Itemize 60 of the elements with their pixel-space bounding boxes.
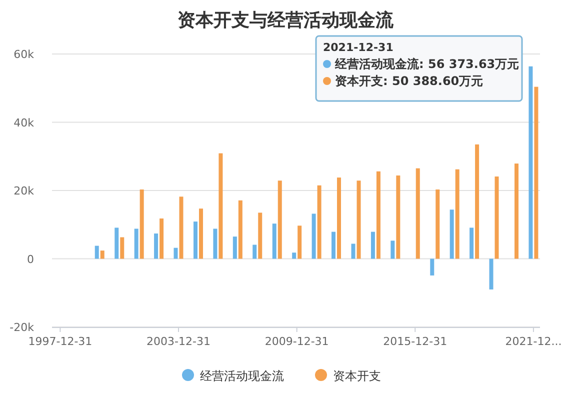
bar: [416, 168, 420, 259]
bar: [455, 169, 460, 259]
bar: [489, 258, 494, 290]
bar: [160, 218, 164, 259]
bar: [174, 248, 178, 259]
annotation: 2021-12-31: [323, 41, 394, 54]
x-tick-label: 2003-12-31: [146, 335, 210, 348]
bar: [450, 210, 454, 259]
bar: [199, 208, 204, 259]
bar: [272, 224, 276, 259]
bar: [218, 153, 223, 259]
bar: [238, 200, 242, 259]
y-tick-label: 0: [27, 252, 34, 266]
bar: [494, 176, 499, 259]
bar: [179, 196, 184, 259]
bar: [213, 228, 218, 259]
y-tick-label: 60k: [14, 48, 35, 61]
bar: [154, 233, 158, 259]
bar: [337, 178, 341, 259]
x-tick-label: 2021-12...: [505, 335, 562, 348]
x-tick-label: 2015-12-31: [383, 335, 448, 348]
bar: [396, 175, 400, 259]
bar: [114, 228, 119, 259]
x-tick-label: 2009-12-31: [264, 335, 329, 348]
bar: [351, 244, 356, 259]
bar: [258, 212, 262, 259]
annotation: 经营活动现金流: 56 373.63万元: [334, 57, 520, 71]
bar: [252, 244, 257, 259]
y-tick-label: -20k: [10, 321, 35, 334]
bar: [470, 228, 474, 259]
legend-label: 经营活动现金流: [200, 369, 284, 383]
legend-label: 资本开支: [333, 369, 381, 383]
bar: [514, 164, 519, 259]
bar: [120, 237, 124, 259]
bar: [370, 232, 375, 259]
bar: [194, 222, 198, 259]
annotation: 资本开支: 50 388.60万元: [335, 74, 484, 88]
bar: [317, 185, 322, 259]
bar: [94, 246, 99, 259]
bar: [534, 86, 538, 259]
bar: [528, 66, 533, 259]
bar: [390, 240, 395, 259]
x-tick-label: 1997-12-31: [28, 335, 92, 348]
y-tick-label: 20k: [14, 184, 35, 198]
bar: [436, 189, 440, 259]
bar: [475, 144, 480, 259]
bar: [332, 232, 336, 259]
bar: [376, 171, 380, 259]
bar: [232, 236, 237, 259]
bar: [298, 226, 302, 259]
bar: [292, 252, 296, 259]
bar: [100, 250, 104, 259]
bar: [312, 214, 316, 259]
chart-title: 资本开支与经营活动现金流: [178, 10, 394, 31]
bar: [140, 189, 144, 259]
bar: [356, 180, 361, 259]
y-tick-label: 40k: [14, 116, 35, 130]
bar: [430, 258, 434, 276]
bar: [278, 180, 282, 259]
bar: [134, 228, 138, 259]
